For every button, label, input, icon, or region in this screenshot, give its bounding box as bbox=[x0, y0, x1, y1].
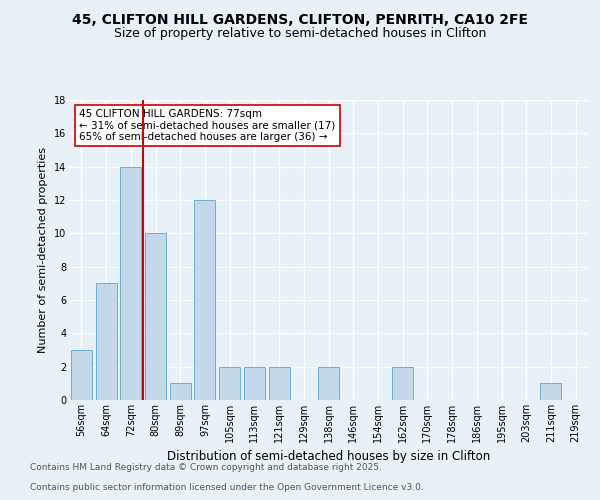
Bar bbox=[244, 366, 265, 400]
Y-axis label: Number of semi-detached properties: Number of semi-detached properties bbox=[38, 147, 48, 353]
Bar bbox=[194, 200, 215, 400]
Bar bbox=[120, 166, 141, 400]
Bar bbox=[541, 384, 562, 400]
Bar bbox=[219, 366, 240, 400]
Bar bbox=[95, 284, 116, 400]
Text: 45, CLIFTON HILL GARDENS, CLIFTON, PENRITH, CA10 2FE: 45, CLIFTON HILL GARDENS, CLIFTON, PENRI… bbox=[72, 12, 528, 26]
Bar bbox=[71, 350, 92, 400]
X-axis label: Distribution of semi-detached houses by size in Clifton: Distribution of semi-detached houses by … bbox=[167, 450, 490, 464]
Text: Contains public sector information licensed under the Open Government Licence v3: Contains public sector information licen… bbox=[30, 484, 424, 492]
Bar bbox=[269, 366, 290, 400]
Text: Contains HM Land Registry data © Crown copyright and database right 2025.: Contains HM Land Registry data © Crown c… bbox=[30, 464, 382, 472]
Text: 45 CLIFTON HILL GARDENS: 77sqm
← 31% of semi-detached houses are smaller (17)
65: 45 CLIFTON HILL GARDENS: 77sqm ← 31% of … bbox=[79, 109, 335, 142]
Bar bbox=[145, 234, 166, 400]
Text: Size of property relative to semi-detached houses in Clifton: Size of property relative to semi-detach… bbox=[114, 28, 486, 40]
Bar bbox=[392, 366, 413, 400]
Bar bbox=[170, 384, 191, 400]
Bar bbox=[318, 366, 339, 400]
